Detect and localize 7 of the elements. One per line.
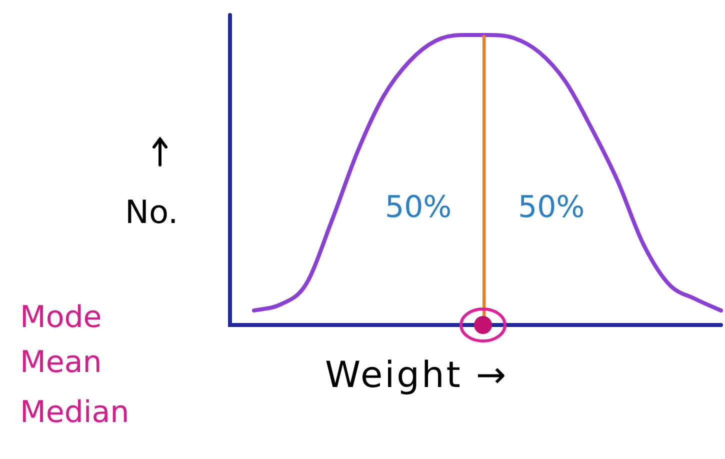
annotation: 50% — [518, 190, 585, 225]
annotation: 50% — [385, 190, 452, 225]
x-axis-title: Weight → — [325, 355, 508, 396]
text: Mode — [20, 300, 102, 335]
text: Mean — [20, 345, 102, 380]
y-axis-title: No. — [125, 193, 178, 231]
text: Median — [20, 395, 130, 430]
